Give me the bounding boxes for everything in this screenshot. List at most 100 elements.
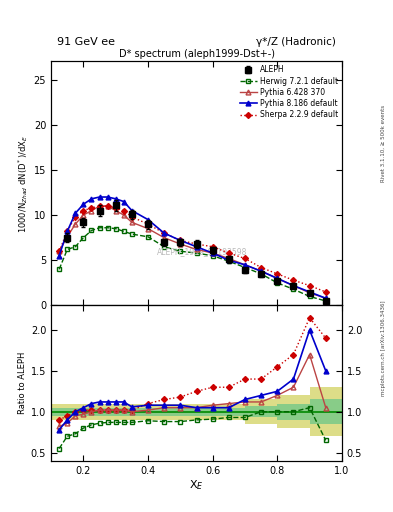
- Pythia 8.186 default: [57, 253, 62, 259]
- Sherpa 2.2.9 default: [57, 248, 62, 254]
- Sherpa 2.2.9 default: [178, 238, 183, 244]
- Herwig 7.2.1 default: [121, 228, 126, 234]
- Herwig 7.2.1 default: [130, 231, 134, 237]
- Sherpa 2.2.9 default: [226, 250, 231, 256]
- Y-axis label: 1000/N$_{Zhad}$ dN(D$^*$)/dX$_E$: 1000/N$_{Zhad}$ dN(D$^*$)/dX$_E$: [16, 134, 29, 232]
- Pythia 8.186 default: [73, 210, 78, 217]
- Sherpa 2.2.9 default: [113, 205, 118, 211]
- Pythia 8.186 default: [121, 199, 126, 205]
- Herwig 7.2.1 default: [259, 271, 263, 277]
- Herwig 7.2.1 default: [162, 244, 167, 250]
- Herwig 7.2.1 default: [57, 266, 62, 272]
- Pythia 8.186 default: [105, 194, 110, 200]
- Herwig 7.2.1 default: [194, 250, 199, 256]
- Sherpa 2.2.9 default: [194, 241, 199, 247]
- Sherpa 2.2.9 default: [130, 214, 134, 220]
- Sherpa 2.2.9 default: [323, 289, 328, 295]
- Herwig 7.2.1 default: [242, 265, 247, 271]
- Pythia 8.186 default: [146, 217, 151, 223]
- Herwig 7.2.1 default: [65, 246, 70, 252]
- Herwig 7.2.1 default: [291, 286, 296, 292]
- Herwig 7.2.1 default: [73, 244, 78, 250]
- Pythia 6.428 370: [242, 262, 247, 268]
- Sherpa 2.2.9 default: [275, 271, 280, 277]
- Herwig 7.2.1 default: [226, 258, 231, 264]
- Pythia 6.428 370: [162, 234, 167, 241]
- Sherpa 2.2.9 default: [307, 283, 312, 289]
- Pythia 6.428 370: [323, 295, 328, 302]
- Sherpa 2.2.9 default: [105, 203, 110, 209]
- Pythia 8.186 default: [259, 268, 263, 274]
- Sherpa 2.2.9 default: [259, 265, 263, 271]
- Pythia 6.428 370: [57, 248, 62, 254]
- Sherpa 2.2.9 default: [73, 214, 78, 220]
- Sherpa 2.2.9 default: [210, 244, 215, 250]
- Pythia 6.428 370: [146, 226, 151, 232]
- Pythia 6.428 370: [210, 250, 215, 256]
- Herwig 7.2.1 default: [113, 226, 118, 232]
- Pythia 8.186 default: [89, 196, 94, 202]
- Herwig 7.2.1 default: [307, 293, 312, 300]
- Herwig 7.2.1 default: [89, 227, 94, 233]
- Sherpa 2.2.9 default: [89, 205, 94, 211]
- Herwig 7.2.1 default: [210, 253, 215, 259]
- Pythia 6.428 370: [275, 275, 280, 282]
- Sherpa 2.2.9 default: [162, 230, 167, 236]
- Herwig 7.2.1 default: [105, 225, 110, 231]
- Pythia 6.428 370: [291, 283, 296, 289]
- Sherpa 2.2.9 default: [97, 203, 102, 209]
- Pythia 8.186 default: [65, 228, 70, 234]
- Pythia 8.186 default: [291, 283, 296, 289]
- Pythia 8.186 default: [130, 207, 134, 214]
- Herwig 7.2.1 default: [323, 298, 328, 304]
- Pythia 6.428 370: [81, 212, 86, 218]
- Herwig 7.2.1 default: [81, 234, 86, 241]
- Sherpa 2.2.9 default: [81, 207, 86, 214]
- Pythia 6.428 370: [97, 203, 102, 209]
- Sherpa 2.2.9 default: [121, 207, 126, 214]
- Sherpa 2.2.9 default: [146, 221, 151, 227]
- Pythia 8.186 default: [242, 262, 247, 268]
- Pythia 6.428 370: [89, 207, 94, 214]
- Pythia 8.186 default: [178, 238, 183, 244]
- Pythia 8.186 default: [323, 295, 328, 302]
- Herwig 7.2.1 default: [275, 280, 280, 286]
- Pythia 6.428 370: [65, 233, 70, 240]
- Pythia 8.186 default: [226, 257, 231, 263]
- Pythia 6.428 370: [178, 241, 183, 247]
- Pythia 8.186 default: [194, 244, 199, 250]
- Pythia 8.186 default: [307, 289, 312, 295]
- Text: Rivet 3.1.10, ≥ 500k events: Rivet 3.1.10, ≥ 500k events: [381, 105, 386, 182]
- Text: γ*/Z (Hadronic): γ*/Z (Hadronic): [256, 37, 336, 47]
- Pythia 6.428 370: [307, 290, 312, 296]
- Sherpa 2.2.9 default: [65, 228, 70, 234]
- Pythia 6.428 370: [130, 219, 134, 225]
- Sherpa 2.2.9 default: [242, 255, 247, 262]
- Legend: ALEPH, Herwig 7.2.1 default, Pythia 6.428 370, Pythia 8.186 default, Sherpa 2.2.: ALEPH, Herwig 7.2.1 default, Pythia 6.42…: [239, 63, 340, 121]
- Pythia 6.428 370: [113, 207, 118, 214]
- Text: ALEPH_1999_S4193598: ALEPH_1999_S4193598: [157, 247, 248, 257]
- Pythia 6.428 370: [194, 246, 199, 252]
- Text: mcplots.cern.ch [arXiv:1306.3436]: mcplots.cern.ch [arXiv:1306.3436]: [381, 301, 386, 396]
- Text: 91 GeV ee: 91 GeV ee: [57, 37, 115, 47]
- Pythia 6.428 370: [105, 203, 110, 209]
- Line: Sherpa 2.2.9 default: Sherpa 2.2.9 default: [57, 204, 328, 294]
- Pythia 8.186 default: [81, 201, 86, 207]
- Herwig 7.2.1 default: [178, 248, 183, 254]
- Pythia 6.428 370: [73, 221, 78, 227]
- Herwig 7.2.1 default: [97, 225, 102, 231]
- Pythia 6.428 370: [121, 212, 126, 218]
- Line: Pythia 8.186 default: Pythia 8.186 default: [57, 195, 328, 301]
- Herwig 7.2.1 default: [146, 233, 151, 240]
- Pythia 6.428 370: [226, 255, 231, 262]
- Pythia 8.186 default: [210, 250, 215, 256]
- Pythia 8.186 default: [113, 196, 118, 202]
- Pythia 8.186 default: [97, 194, 102, 200]
- Line: Herwig 7.2.1 default: Herwig 7.2.1 default: [57, 225, 328, 304]
- Title: D* spectrum (aleph1999-Dst+-): D* spectrum (aleph1999-Dst+-): [119, 49, 274, 59]
- Line: Pythia 6.428 370: Pythia 6.428 370: [57, 204, 328, 301]
- Pythia 8.186 default: [162, 230, 167, 236]
- X-axis label: X$_E$: X$_E$: [189, 478, 204, 492]
- Pythia 6.428 370: [259, 268, 263, 274]
- Y-axis label: Ratio to ALEPH: Ratio to ALEPH: [18, 352, 27, 414]
